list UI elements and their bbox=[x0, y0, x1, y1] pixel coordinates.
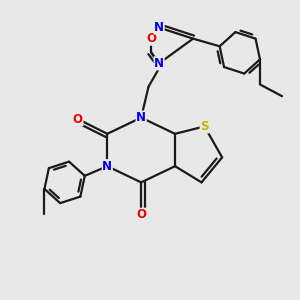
Text: S: S bbox=[200, 120, 209, 133]
Text: N: N bbox=[102, 160, 112, 173]
Text: O: O bbox=[73, 112, 83, 126]
Text: N: N bbox=[136, 111, 146, 124]
Text: O: O bbox=[146, 32, 156, 45]
Text: O: O bbox=[136, 208, 146, 221]
Text: N: N bbox=[154, 57, 164, 70]
Text: N: N bbox=[154, 21, 164, 34]
